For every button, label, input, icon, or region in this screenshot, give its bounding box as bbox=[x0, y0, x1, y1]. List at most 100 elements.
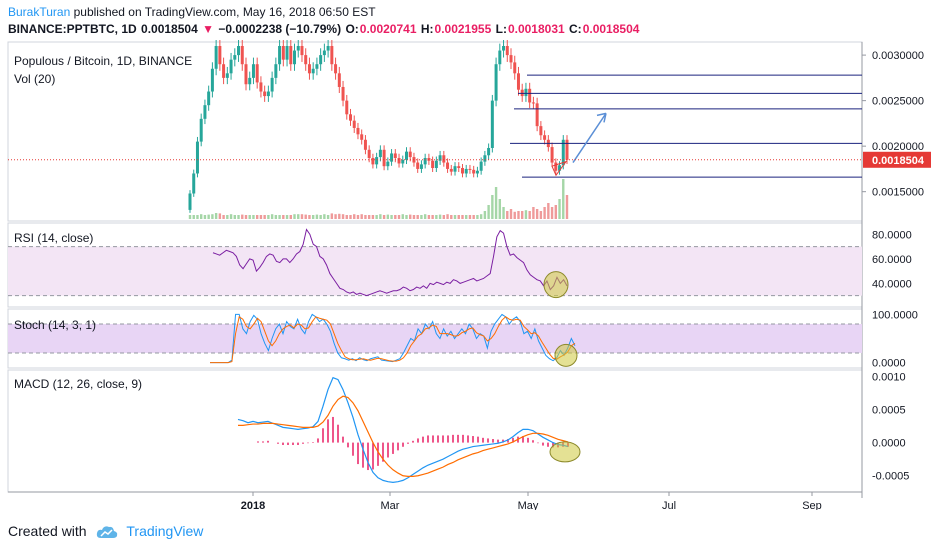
symbol-label: BINANCE:PPTBTC, 1D bbox=[8, 22, 137, 36]
candle-body bbox=[363, 139, 367, 150]
candle-body bbox=[401, 159, 405, 164]
candle-body bbox=[360, 134, 364, 140]
candle-body bbox=[378, 149, 382, 158]
stoch-d-line bbox=[210, 315, 576, 364]
chart-area[interactable]: 2018 Mar May Jul Sep 0.0030000 0.0025000 0.0020… bbox=[0, 40, 932, 510]
pane-frame bbox=[7, 41, 863, 222]
candle-body bbox=[356, 127, 360, 135]
volume-bar bbox=[345, 215, 348, 219]
volume-bar bbox=[274, 215, 278, 219]
rsi-pane-title: RSI (14, close) bbox=[14, 231, 93, 245]
time-tick-label: Mar bbox=[381, 500, 400, 510]
volume-bar bbox=[521, 211, 524, 219]
candle-body bbox=[304, 55, 308, 65]
candle-body bbox=[535, 103, 539, 127]
candle-body bbox=[341, 86, 345, 101]
volume-bar bbox=[390, 215, 393, 219]
close-value: 0.0018504 bbox=[582, 22, 640, 36]
publish-line: BurakTuran published on TradingView.com,… bbox=[8, 5, 376, 19]
candle-body bbox=[334, 64, 338, 74]
candle-body bbox=[509, 55, 513, 63]
candle-body bbox=[531, 102, 535, 104]
rsi-line bbox=[212, 228, 568, 297]
volume-bar bbox=[278, 215, 281, 219]
volume-bar bbox=[353, 214, 356, 219]
volume-bar bbox=[558, 199, 561, 219]
volume-bar bbox=[241, 214, 244, 219]
volume-bar bbox=[326, 215, 330, 219]
volume-bar bbox=[233, 215, 236, 219]
macd-highlight-ellipse bbox=[549, 441, 581, 463]
volume-bar bbox=[203, 215, 207, 219]
candle-body bbox=[431, 160, 435, 169]
candle-body bbox=[240, 46, 244, 65]
volume-bar bbox=[405, 215, 408, 219]
author-link[interactable]: BurakTuran bbox=[8, 5, 71, 19]
stoch-pane-title: Stoch (14, 3, 1) bbox=[14, 318, 96, 332]
candle-body bbox=[203, 105, 207, 119]
volume-bar bbox=[554, 205, 558, 219]
rsi-tick-label: 80.0000 bbox=[872, 229, 912, 241]
volume-bar bbox=[293, 214, 296, 219]
volume-bar bbox=[472, 215, 475, 219]
volume-bar bbox=[259, 215, 263, 219]
volume-bar bbox=[450, 215, 453, 219]
volume-bar bbox=[446, 214, 449, 219]
volume-bar bbox=[226, 215, 229, 219]
candle-body bbox=[352, 120, 356, 128]
candle-body bbox=[404, 151, 408, 160]
candle-body bbox=[188, 193, 192, 210]
high-label: H: bbox=[420, 22, 434, 36]
macd-tick-label: -0.0005 bbox=[872, 471, 909, 483]
volume-bar bbox=[506, 211, 509, 219]
price-tick-label: 0.0015000 bbox=[872, 187, 924, 199]
candle-body bbox=[248, 77, 252, 85]
tradingview-cloud-icon bbox=[97, 526, 118, 539]
candle-body bbox=[266, 91, 270, 97]
candle-body bbox=[475, 170, 479, 174]
candle-body bbox=[408, 151, 412, 158]
volume-bar bbox=[498, 199, 502, 219]
volume-bar bbox=[397, 215, 401, 219]
candle-body bbox=[293, 50, 297, 65]
volume-bar bbox=[267, 215, 270, 219]
volume-bar bbox=[255, 215, 259, 219]
volume-bar bbox=[338, 213, 341, 219]
candle-body bbox=[453, 166, 457, 172]
candle-body bbox=[285, 46, 289, 60]
candle-body bbox=[565, 139, 569, 160]
candle-body bbox=[382, 149, 386, 167]
time-tick-label: Sep bbox=[802, 500, 822, 510]
candle-body bbox=[543, 135, 547, 140]
tradingview-brand[interactable]: TradingView bbox=[126, 523, 204, 539]
candle-body bbox=[397, 157, 401, 164]
candle-body bbox=[524, 88, 528, 97]
volume-bar bbox=[192, 215, 195, 219]
candle-body bbox=[278, 46, 282, 65]
macd-line bbox=[237, 376, 569, 483]
candle-body bbox=[516, 73, 520, 90]
volume-bar bbox=[297, 214, 300, 219]
volume-bar bbox=[386, 214, 390, 219]
publish-info: published on TradingView.com, May 16, 20… bbox=[73, 5, 376, 19]
candle-body bbox=[237, 46, 241, 56]
candle-body bbox=[494, 64, 498, 101]
volume-bar bbox=[532, 207, 535, 219]
candle-body bbox=[505, 46, 509, 56]
volume-bar bbox=[562, 179, 565, 219]
rsi-tick-label: 60.0000 bbox=[872, 254, 912, 266]
candle-body bbox=[434, 160, 438, 169]
candle-body bbox=[438, 155, 442, 161]
candle-body bbox=[270, 77, 274, 92]
footer: Created with TradingView bbox=[8, 523, 203, 539]
volume-bar bbox=[330, 213, 334, 219]
stoch-tick-label: 0.0000 bbox=[872, 358, 906, 370]
volume-bar bbox=[394, 215, 397, 219]
arrow-head-icon bbox=[596, 112, 607, 123]
high-value: 0.0021955 bbox=[434, 22, 492, 36]
rsi-band bbox=[8, 246, 862, 296]
candle-body bbox=[263, 91, 267, 97]
time-tick-label: May bbox=[518, 500, 539, 510]
candle-body bbox=[300, 46, 304, 56]
price-pane-title: Populous / Bitcoin, 1D, BINANCE bbox=[14, 54, 192, 68]
